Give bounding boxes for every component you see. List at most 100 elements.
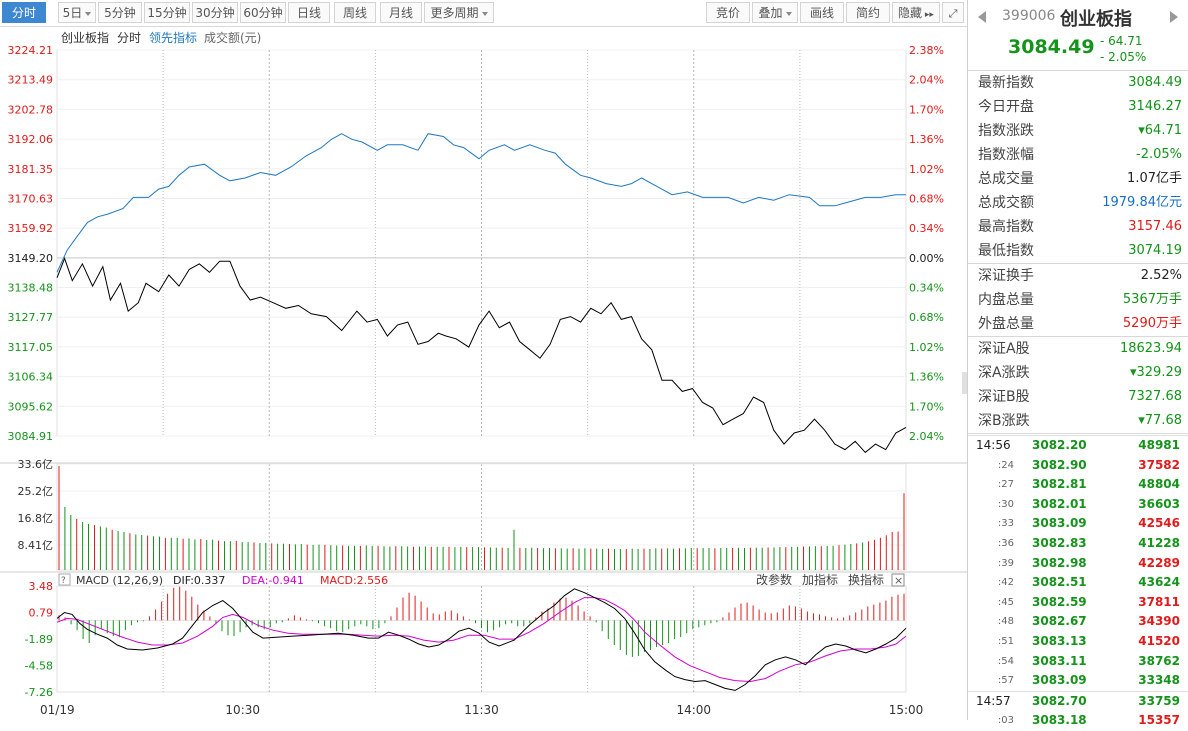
stat-row: 外盘总量 5290万手 [968, 312, 1188, 336]
dea-line [56, 597, 907, 683]
legend-volume: 成交额(元) [204, 30, 261, 45]
tick-volume: 41520 [1138, 633, 1180, 648]
prev-arrow-icon[interactable] [978, 11, 986, 23]
next-arrow-icon[interactable] [1170, 11, 1178, 23]
tick-time: :42 [997, 577, 1014, 589]
price-tick-label: 3127.77 [8, 311, 54, 324]
stat-value: 18623.94 [1119, 341, 1182, 356]
period-label: 更多周期 [430, 6, 479, 20]
price-tick-label: 3117.05 [8, 341, 54, 354]
stat-row: 最低指数 3074.19 [968, 239, 1188, 263]
macd-legend-macd: MACD:2.556 [320, 574, 388, 587]
period-button-7[interactable]: 周线 [334, 2, 376, 23]
price-tick-label: 3149.20 [8, 252, 54, 265]
period-button-1[interactable]: 5日 [58, 2, 96, 23]
macd-legend-dif: DIF:0.337 [173, 574, 225, 587]
percent-tick-label: 0.68% [909, 192, 944, 205]
tick-volume: 42546 [1138, 516, 1180, 531]
tick-time: 14:57 [976, 693, 1011, 708]
tool-label: 画线 [809, 6, 834, 20]
tick-row: :27 3082.81 48804 [968, 475, 1188, 495]
expand-icon: ⤢ [948, 7, 958, 20]
add-indicator-button: 加指标 [802, 572, 838, 587]
tool-button-2[interactable]: 画线 [800, 2, 844, 23]
stat-label: 最低指数 [978, 243, 1034, 259]
tick-time: :57 [997, 675, 1014, 687]
tick-price: 3082.83 [1032, 535, 1087, 550]
tick-time: :30 [997, 498, 1014, 510]
intraday-chart: 3224.21 3213.49 3202.78 3192.06 3181.35 3170.… [0, 26, 967, 720]
price-tick-label: 3084.91 [8, 430, 54, 443]
period-button-4[interactable]: 30分钟 [192, 2, 238, 23]
period-button-5[interactable]: 60分钟 [240, 2, 286, 23]
volume-tick-label: 25.2亿 [18, 485, 54, 498]
tool-button-4[interactable]: 隐藏 ▸▸ [892, 2, 940, 23]
period-label: 日线 [296, 6, 321, 20]
chevron-down-icon [85, 11, 92, 16]
tool-button-3[interactable]: 简约 [846, 2, 890, 23]
tick-row: :03 3083.18 15357 [968, 711, 1188, 731]
stat-label: 深证A股 [978, 341, 1030, 357]
collapse-sidebar-button[interactable] [962, 372, 968, 394]
tool-button-0[interactable]: 竞价 [706, 2, 750, 23]
tick-time: 14:56 [976, 438, 1011, 452]
tool-label: 叠加 [758, 6, 783, 20]
stat-value: ▾329.29 [1129, 365, 1182, 380]
chevron-down-icon [481, 11, 488, 16]
tick-price: 3083.09 [1032, 516, 1087, 531]
stat-label: 总成交额 [978, 195, 1034, 211]
quote-header: 399006 创业板指 3084.49 - 64.71 - 2.05% [968, 0, 1188, 71]
period-button-2[interactable]: 5分钟 [98, 2, 142, 23]
stock-code: 399006 [1002, 8, 1056, 24]
price-tick-label: 3181.35 [8, 163, 54, 176]
tick-price: 3082.20 [1032, 438, 1087, 452]
stat-row: 总成交量 1.07亿手 [968, 167, 1188, 191]
stat-label: 外盘总量 [978, 316, 1034, 332]
help-icon [58, 573, 71, 586]
tick-row: :24 3082.90 37582 [968, 456, 1188, 476]
percent-tick-label: 0.68% [909, 311, 944, 324]
tick-time: :39 [997, 557, 1014, 569]
tick-time: :33 [997, 518, 1014, 530]
tool-button-1[interactable]: 叠加 [752, 2, 798, 23]
macd-legend-dea: DEA:-0.941 [242, 574, 304, 587]
period-button-6[interactable]: 日线 [288, 2, 330, 23]
fullscreen-button[interactable]: ⤢ [942, 2, 964, 23]
tick-time: :48 [997, 616, 1014, 628]
stat-row: 内盘总量 5367万手 [968, 288, 1188, 312]
tick-row: :54 3083.11 38762 [968, 652, 1188, 672]
stat-value: 1979.84亿元 [1102, 195, 1182, 210]
macd-tick-label: -4.58 [25, 660, 53, 673]
volume-tick-label: 8.41亿 [18, 539, 54, 552]
tick-row: :39 3082.98 42289 [968, 554, 1188, 574]
tick-time: :03 [997, 715, 1014, 727]
tick-row: :48 3082.67 34390 [968, 612, 1188, 632]
period-button-0[interactable]: 分时 [2, 2, 46, 23]
period-label: 分时 [11, 6, 36, 20]
percent-tick-label: 1.36% [909, 133, 944, 146]
tick-time: :51 [997, 635, 1014, 647]
period-button-8[interactable]: 月线 [380, 2, 422, 23]
percent-tick-label: 2.04% [909, 430, 944, 443]
stat-label: 指数涨幅 [978, 147, 1034, 163]
tick-price: 3082.01 [1032, 496, 1087, 511]
stat-value: 5290万手 [1122, 316, 1182, 331]
stat-row: 指数涨跌 ▾64.71 [968, 119, 1188, 143]
period-button-3[interactable]: 15分钟 [144, 2, 190, 23]
price-tick-label: 3202.78 [8, 103, 54, 116]
stat-row: 深B涨跌 ▾77.68 [968, 409, 1188, 433]
stat-value: 3074.19 [1128, 243, 1182, 258]
tick-volume: 37811 [1138, 594, 1180, 609]
tick-volume: 33348 [1138, 673, 1180, 688]
stat-value: 7327.68 [1128, 389, 1182, 404]
time-axis-label: 10:30 [225, 703, 260, 717]
tick-price: 3082.51 [1032, 575, 1087, 590]
change-value: - 64.71 [1100, 34, 1143, 48]
edit-params-button: 改参数 [756, 572, 792, 587]
price-tick-label: 3170.63 [8, 192, 54, 205]
macd-tick-label: -1.89 [25, 633, 53, 646]
period-button-9[interactable]: 更多周期 [424, 2, 494, 23]
tick-volume: 15357 [1138, 713, 1180, 728]
change-percent: - 2.05% [1100, 50, 1147, 64]
current-price: 3084.49 [1008, 36, 1095, 58]
